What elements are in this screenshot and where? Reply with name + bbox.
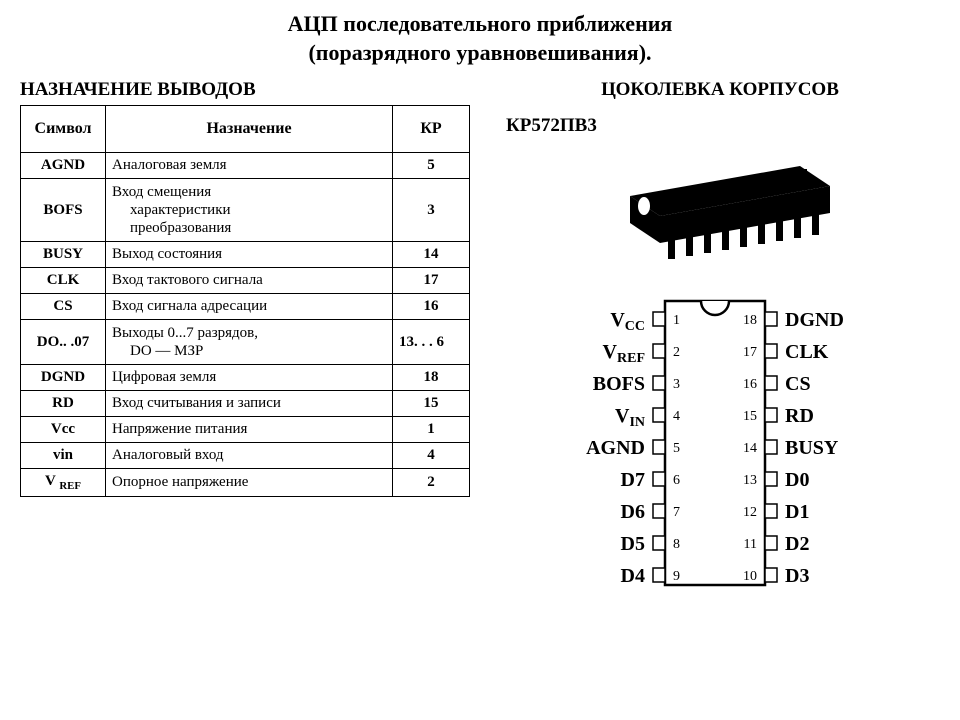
cell-desc: Выходы 0...7 разрядов,DO — МЗР bbox=[106, 320, 393, 365]
cell-desc: Вход тактового сигнала bbox=[106, 268, 393, 294]
svg-text:17: 17 bbox=[743, 345, 757, 360]
left-heading: НАЗНАЧЕНИЕ ВЫВОДОВ bbox=[20, 79, 470, 101]
svg-text:D3: D3 bbox=[785, 565, 809, 587]
svg-text:VCC: VCC bbox=[610, 309, 645, 334]
cell-pin: 18 bbox=[393, 365, 470, 391]
cell-desc: Вход считывания и записи bbox=[106, 391, 393, 417]
pin-table: Символ Назначение КР AGNDАналоговая земл… bbox=[20, 105, 470, 497]
table-row: BOFSВход смещенияхарактеристикипреобразо… bbox=[21, 179, 470, 242]
table-row: RDВход считывания и записи15 bbox=[21, 391, 470, 417]
table-row: CLKВход тактового сигнала17 bbox=[21, 268, 470, 294]
svg-text:7: 7 bbox=[673, 505, 680, 520]
cell-desc: Опорное напряжение bbox=[106, 469, 393, 497]
svg-text:D5: D5 bbox=[621, 533, 645, 555]
title-line2: (поразрядного уравновешивания). bbox=[308, 40, 651, 65]
svg-text:BOFS: BOFS bbox=[593, 373, 645, 395]
cell-desc: Цифровая земля bbox=[106, 365, 393, 391]
table-header-row: Символ Назначение КР bbox=[21, 106, 470, 153]
svg-text:2: 2 bbox=[673, 345, 680, 360]
th-pin: КР bbox=[393, 106, 470, 153]
svg-text:D7: D7 bbox=[621, 469, 645, 491]
cell-symbol: RD bbox=[21, 391, 106, 417]
svg-text:14: 14 bbox=[743, 441, 757, 456]
cell-pin: 15 bbox=[393, 391, 470, 417]
svg-text:D4: D4 bbox=[621, 565, 645, 587]
cell-symbol: V REF bbox=[21, 469, 106, 497]
cell-desc: Напряжение питания bbox=[106, 417, 393, 443]
svg-text:BUSY: BUSY bbox=[785, 437, 839, 459]
cell-pin: 5 bbox=[393, 153, 470, 179]
svg-text:5: 5 bbox=[673, 441, 680, 456]
svg-text:10: 10 bbox=[743, 569, 757, 584]
dip-pinout: 118VCCDGND217VREFCLK316BOFSCS415VINRD514… bbox=[515, 289, 925, 589]
svg-text:1: 1 bbox=[673, 313, 680, 328]
th-symbol: Символ bbox=[21, 106, 106, 153]
svg-text:D6: D6 bbox=[621, 501, 645, 523]
chip-3d-image bbox=[590, 151, 850, 271]
svg-text:15: 15 bbox=[743, 409, 757, 424]
table-row: V REFОпорное напряжение2 bbox=[21, 469, 470, 497]
svg-text:9: 9 bbox=[673, 569, 680, 584]
svg-text:13: 13 bbox=[743, 473, 757, 488]
svg-text:16: 16 bbox=[743, 377, 757, 392]
svg-text:D0: D0 bbox=[785, 469, 809, 491]
cell-pin: 4 bbox=[393, 443, 470, 469]
table-row: DO.. .07Выходы 0...7 разрядов,DO — МЗР13… bbox=[21, 320, 470, 365]
svg-text:4: 4 bbox=[673, 409, 680, 424]
svg-text:VREF: VREF bbox=[603, 341, 645, 366]
cell-symbol: BUSY bbox=[21, 242, 106, 268]
svg-text:12: 12 bbox=[743, 505, 757, 520]
cell-desc: Вход сигнала адресации bbox=[106, 294, 393, 320]
cell-pin: 3 bbox=[393, 179, 470, 242]
table-row: vinАналоговый вход4 bbox=[21, 443, 470, 469]
cell-symbol: BOFS bbox=[21, 179, 106, 242]
table-row: DGNDЦифровая земля18 bbox=[21, 365, 470, 391]
svg-text:D1: D1 bbox=[785, 501, 809, 523]
cell-desc: Аналоговый вход bbox=[106, 443, 393, 469]
right-heading: ЦОКОЛЕВКА КОРПУСОВ bbox=[500, 79, 940, 101]
svg-text:8: 8 bbox=[673, 537, 680, 552]
table-row: BUSYВыход состояния14 bbox=[21, 242, 470, 268]
cell-symbol: CS bbox=[21, 294, 106, 320]
th-desc: Назначение bbox=[106, 106, 393, 153]
svg-text:18: 18 bbox=[743, 313, 757, 328]
table-row: AGNDАналоговая земля5 bbox=[21, 153, 470, 179]
cell-pin: 2 bbox=[393, 469, 470, 497]
svg-text:CS: CS bbox=[785, 373, 811, 395]
cell-pin: 16 bbox=[393, 294, 470, 320]
page-title: АЦП последовательного приближения (пораз… bbox=[20, 10, 940, 67]
table-row: VccНапряжение питания1 bbox=[21, 417, 470, 443]
svg-text:RD: RD bbox=[785, 405, 814, 427]
svg-text:3: 3 bbox=[673, 377, 680, 392]
cell-pin: 17 bbox=[393, 268, 470, 294]
svg-text:CLK: CLK bbox=[785, 341, 829, 363]
cell-symbol: CLK bbox=[21, 268, 106, 294]
svg-text:6: 6 bbox=[673, 473, 680, 488]
svg-text:VIN: VIN bbox=[615, 405, 645, 430]
cell-pin: 14 bbox=[393, 242, 470, 268]
title-line1: АЦП последовательного приближения bbox=[288, 11, 673, 36]
cell-pin: 1 bbox=[393, 417, 470, 443]
cell-desc: Аналоговая земля bbox=[106, 153, 393, 179]
svg-text:DGND: DGND bbox=[785, 309, 844, 331]
cell-symbol: DGND bbox=[21, 365, 106, 391]
cell-symbol: Vcc bbox=[21, 417, 106, 443]
cell-pin: 13. . . 6 bbox=[393, 320, 470, 365]
cell-desc: Вход смещенияхарактеристикипреобразовани… bbox=[106, 179, 393, 242]
svg-text:AGND: AGND bbox=[586, 437, 645, 459]
cell-desc: Выход состояния bbox=[106, 242, 393, 268]
svg-text:11: 11 bbox=[744, 537, 757, 552]
table-row: CSВход сигнала адресации16 bbox=[21, 294, 470, 320]
part-code: КР572ПВ3 bbox=[506, 115, 940, 137]
cell-symbol: vin bbox=[21, 443, 106, 469]
svg-text:D2: D2 bbox=[785, 533, 809, 555]
cell-symbol: AGND bbox=[21, 153, 106, 179]
cell-symbol: DO.. .07 bbox=[21, 320, 106, 365]
